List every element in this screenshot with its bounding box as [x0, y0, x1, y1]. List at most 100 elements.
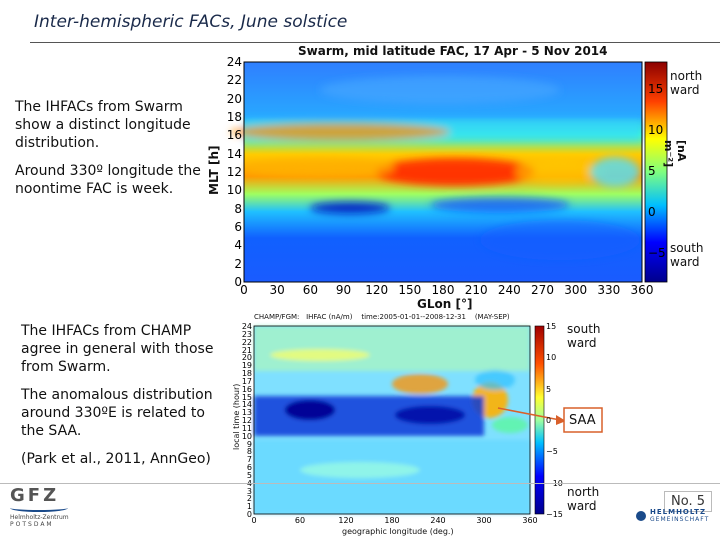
- champ-x-tick: 60: [294, 516, 306, 525]
- champ-y-tick: 21: [241, 345, 252, 355]
- swarm-heatmap: [230, 61, 643, 283]
- slide-title: Inter-hemispheric FACs, June solstice: [34, 12, 348, 32]
- swarm-colorbar-tick: 0: [648, 205, 656, 219]
- champ-x-tick: 300: [476, 516, 492, 525]
- champ-x-axis-label: geographic longitude (deg.): [342, 527, 454, 536]
- footer-rule: [0, 483, 720, 484]
- champ-x-tick: 0: [251, 516, 257, 525]
- helmholtz-logo-name: HELMHOLTZ: [650, 508, 707, 516]
- swarm-y-tick: 8: [234, 201, 242, 216]
- swarm-y-tick: 12: [226, 165, 242, 179]
- champ-y-tick: 11: [241, 423, 252, 433]
- champ-y-tick: 12: [241, 416, 252, 425]
- champ-heatmap: [253, 325, 531, 515]
- champ-x-tick: 180: [384, 516, 400, 525]
- swarm-x-tick: 90: [335, 283, 352, 297]
- champ-y-tick: 9: [246, 439, 252, 449]
- champ-y-tick: 15: [241, 392, 252, 402]
- champ-colorbar-tick: 10: [546, 353, 557, 363]
- champ-y-tick: 10: [241, 431, 252, 441]
- champ-y-tick: 22: [241, 337, 252, 347]
- champ-north-ward-label: north ward: [567, 485, 600, 513]
- champ-y-tick: 0: [246, 510, 252, 519]
- champ-y-tick: 2: [246, 494, 252, 504]
- swarm-y-tick: 4: [234, 238, 242, 253]
- swarm-colorbar-tick: 10: [648, 123, 664, 137]
- title-divider: [30, 42, 720, 43]
- champ-y-tick: 6: [246, 463, 252, 472]
- swarm-y-tick: 18: [226, 110, 242, 124]
- champ-colorbar: [534, 325, 545, 515]
- swarm-y-tick: 16: [226, 128, 242, 143]
- swarm-y-tick: 2: [234, 256, 242, 271]
- champ-south-ward-label: south ward: [567, 322, 601, 350]
- swarm-south-ward-label: south ward: [670, 241, 704, 269]
- swarm-colorbar: [644, 61, 668, 283]
- swarm-x-tick: 0: [240, 283, 248, 297]
- swarm-x-tick: 120: [365, 283, 389, 297]
- champ-x-tick: 120: [338, 516, 354, 525]
- swarm-colorbar-tick: 5: [648, 164, 656, 178]
- champ-y-tick: 20: [241, 353, 252, 363]
- text-noontime-fac: Around 330º longitude the noontime FAC i…: [15, 163, 201, 197]
- champ-colorbar-tick: 0: [546, 416, 552, 425]
- saa-annotation-box: [563, 407, 603, 433]
- saa-label: SAA: [569, 413, 596, 428]
- swarm-y-tick: 0: [234, 275, 242, 289]
- swarm-x-axis-label: GLon [°]: [417, 297, 473, 311]
- champ-y-tick: 7: [246, 455, 252, 465]
- swarm-north-ward-label: north ward: [670, 69, 703, 97]
- champ-x-tick: 240: [430, 516, 446, 525]
- champ-y-tick: 8: [246, 447, 252, 457]
- swarm-colorbar-tick: −5: [648, 246, 666, 260]
- swarm-chart-title: Swarm, mid latitude FAC, 17 Apr - 5 Nov …: [298, 44, 608, 58]
- swarm-x-tick: 150: [398, 283, 422, 297]
- text-saa-relation: The anomalous distribution around 330ºE …: [21, 387, 213, 439]
- gfz-logo-swoosh: [10, 504, 68, 512]
- champ-y-tick: 17: [241, 376, 252, 386]
- text-swarm-longitude: The IHFACs from Swarm show a distinct lo…: [15, 99, 191, 151]
- swarm-x-tick: 300: [564, 283, 588, 297]
- swarm-y-tick: 20: [226, 91, 242, 106]
- champ-y-tick: 3: [246, 486, 252, 496]
- text-champ-agree: The IHFACs from CHAMP agree in general w…: [21, 323, 214, 375]
- swarm-y-tick: 6: [234, 220, 242, 234]
- swarm-x-tick: 180: [431, 283, 455, 297]
- swarm-x-tick: 360: [630, 283, 654, 297]
- champ-y-tick: 18: [241, 369, 252, 378]
- swarm-x-tick: 60: [302, 283, 318, 297]
- champ-colorbar-tick: 5: [546, 384, 552, 394]
- gfz-logo-sub1: Helmholtz-Zentrum: [10, 514, 69, 521]
- champ-colorbar-tick: 15: [546, 322, 557, 331]
- helmholtz-icon: [636, 510, 646, 521]
- champ-y-tick: 16: [241, 384, 252, 394]
- swarm-x-tick: 30: [269, 283, 285, 297]
- swarm-y-tick: 22: [226, 73, 242, 88]
- gfz-logo-name: GFZ: [10, 485, 60, 506]
- swarm-y-tick: 24: [226, 55, 242, 69]
- champ-y-tick: 1: [246, 502, 252, 512]
- gfz-logo-sub2: POTSDAM: [10, 521, 54, 528]
- champ-y-tick: 23: [241, 329, 252, 339]
- saa-arrow-head: [556, 415, 566, 425]
- saa-arrow: [497, 407, 561, 421]
- swarm-x-tick: 270: [531, 283, 554, 297]
- helmholtz-logo: HELMHOLTZ GEMEINSCHAFT: [636, 508, 709, 523]
- swarm-x-tick: 330: [597, 283, 621, 297]
- helmholtz-logo-sub: GEMEINSCHAFT: [650, 516, 710, 523]
- champ-chart-title: CHAMP/FGM: IHFAC (nA/m) time:2005-01-01-…: [254, 313, 510, 321]
- champ-colorbar-tick: −5: [546, 447, 558, 457]
- champ-y-tick: 24: [241, 322, 252, 331]
- champ-y-tick: 5: [246, 470, 252, 480]
- swarm-y-axis-label: MLT [h]: [207, 145, 221, 195]
- champ-x-tick: 360: [522, 516, 538, 525]
- swarm-y-tick: 10: [226, 183, 242, 198]
- champ-y-tick: 19: [241, 361, 252, 371]
- swarm-x-tick: 210: [464, 283, 488, 297]
- slide-number: No. 5: [664, 491, 712, 512]
- champ-colorbar-tick: −15: [546, 510, 563, 519]
- citation: (Park et al., 2011, AnnGeo): [21, 451, 211, 467]
- champ-y-tick: 14: [241, 400, 252, 410]
- gfz-logo: GFZ Helmholtz-Zentrum POTSDAM: [10, 485, 69, 528]
